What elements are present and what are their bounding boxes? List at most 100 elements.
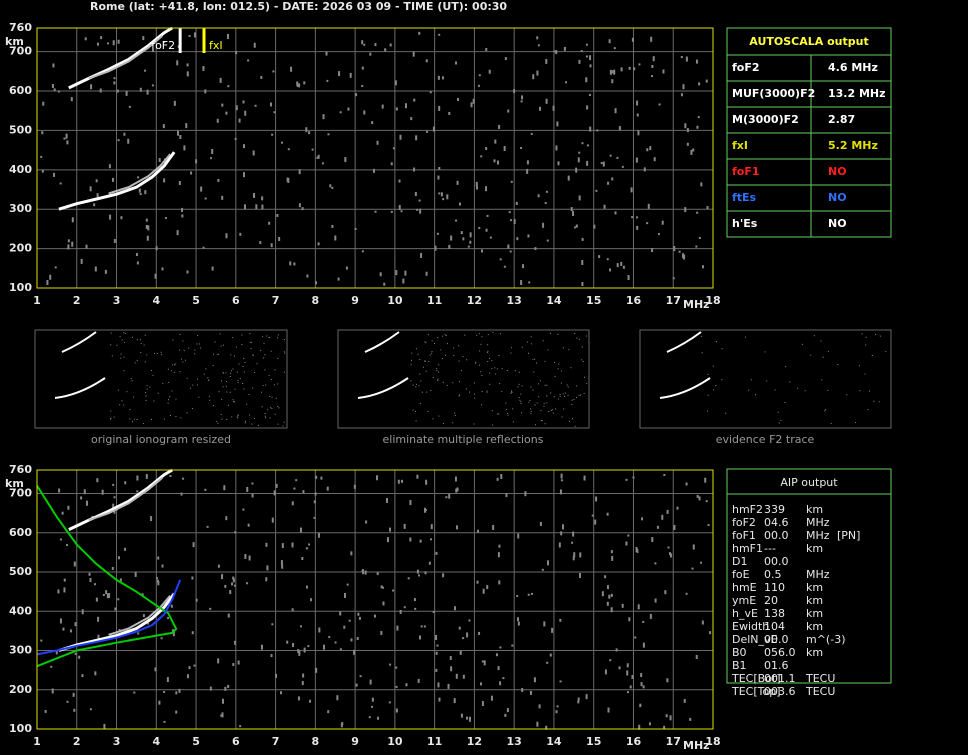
- echo-speck: [430, 524, 433, 530]
- echo-speck: [680, 55, 683, 58]
- echo-speck: [325, 51, 328, 56]
- echo-speck: [235, 105, 238, 111]
- echo-speck: [281, 543, 284, 549]
- aip-cell: MHz: [806, 529, 830, 542]
- echo-speck: [266, 565, 269, 571]
- speck: [233, 401, 235, 403]
- echo-speck: [668, 552, 671, 556]
- speck: [271, 407, 273, 409]
- echo-speck: [336, 695, 339, 701]
- speck: [124, 332, 126, 334]
- speck: [481, 336, 483, 338]
- speck: [454, 412, 456, 414]
- speck: [441, 358, 443, 360]
- echo-speck: [586, 160, 589, 166]
- echo-speck: [543, 621, 546, 627]
- echo-speck: [709, 631, 712, 635]
- echo-speck: [475, 181, 478, 187]
- echo-speck: [329, 184, 332, 188]
- echo-speck: [700, 182, 703, 187]
- echo-speck: [381, 104, 384, 109]
- y-axis-label: km: [5, 35, 24, 48]
- echo-speck: [476, 580, 479, 584]
- speck: [267, 409, 269, 411]
- speck: [576, 396, 578, 398]
- speck: [262, 336, 264, 338]
- echo-speck: [460, 231, 463, 235]
- echo-speck: [416, 208, 419, 211]
- echo-speck: [293, 262, 296, 266]
- echo-speck: [498, 580, 501, 585]
- speck: [574, 333, 576, 335]
- echo-speck: [175, 710, 178, 714]
- aip-cell: hmF1: [732, 542, 763, 555]
- thumb-frame: [639, 329, 892, 429]
- x-tick-label: 1: [33, 735, 41, 748]
- x-tick-label: 17: [666, 735, 681, 748]
- echo-speck: [500, 474, 503, 480]
- echo-speck: [578, 572, 581, 578]
- echo-speck: [537, 194, 540, 198]
- echo-speck: [438, 697, 441, 702]
- echo-speck: [321, 162, 324, 165]
- speck: [530, 411, 532, 413]
- aip-cell: D1: [732, 555, 747, 568]
- speck: [134, 362, 136, 364]
- speck: [269, 337, 271, 339]
- aip-cell: km: [806, 581, 823, 594]
- speck: [855, 422, 857, 424]
- echo-speck: [268, 221, 271, 225]
- y-tick-label: 200: [9, 242, 32, 255]
- echo-speck: [425, 479, 428, 485]
- echo-speck: [395, 107, 398, 111]
- speck: [576, 337, 578, 339]
- echo-speck: [555, 50, 558, 55]
- speck: [544, 384, 546, 386]
- speck: [578, 338, 580, 340]
- echo-speck: [298, 650, 301, 656]
- speck: [277, 423, 279, 425]
- echo-speck: [186, 63, 189, 67]
- echo-speck: [507, 109, 510, 113]
- echo-speck: [432, 610, 435, 613]
- speck: [579, 394, 581, 396]
- echo-speck: [106, 593, 109, 599]
- autoscala-value: NO: [828, 165, 847, 178]
- echo-speck: [571, 541, 574, 544]
- echo-speck: [642, 642, 645, 648]
- echo-speck: [462, 637, 465, 640]
- speck: [220, 413, 222, 415]
- speck: [562, 393, 564, 395]
- speck: [867, 409, 869, 411]
- echo-speck: [145, 473, 148, 479]
- y-tick-label: 760: [9, 21, 32, 34]
- speck: [283, 371, 285, 373]
- speck: [179, 371, 181, 373]
- echo-speck: [125, 90, 128, 96]
- echo-speck: [469, 240, 472, 244]
- echo-speck: [541, 568, 544, 571]
- echo-speck: [219, 77, 222, 83]
- echo-speck: [229, 590, 232, 595]
- speck: [442, 423, 444, 425]
- echo-speck: [628, 66, 631, 70]
- speck: [825, 409, 827, 411]
- speck: [778, 422, 780, 424]
- echo-speck: [113, 77, 116, 80]
- echo-speck: [204, 197, 207, 200]
- echo-speck: [167, 617, 170, 620]
- echo-speck: [449, 655, 452, 660]
- speck: [465, 388, 467, 390]
- echo-speck: [510, 219, 513, 222]
- thumb-caption: original ionogram resized: [91, 433, 231, 446]
- echo-speck: [244, 553, 247, 559]
- speck: [501, 368, 503, 370]
- echo-speck: [269, 102, 272, 107]
- echo-speck: [478, 226, 481, 229]
- x-tick-label: 11: [427, 294, 442, 307]
- speck: [473, 423, 475, 425]
- speck: [813, 335, 815, 337]
- y-tick-label: 500: [9, 123, 32, 136]
- aip-cell: Ewidth: [732, 620, 769, 633]
- echo-speck: [683, 254, 686, 260]
